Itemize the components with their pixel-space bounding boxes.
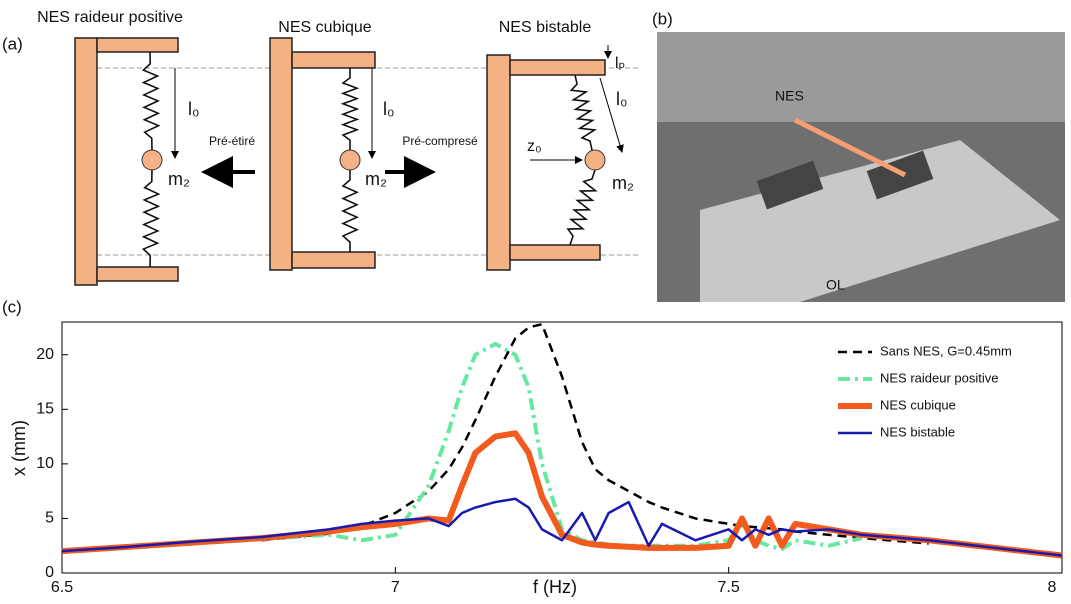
plate <box>509 59 606 76</box>
photo-label: OL <box>826 277 845 293</box>
plate-label: lₚ <box>615 55 625 72</box>
plate <box>96 37 179 53</box>
highlight <box>793 117 907 178</box>
y-tick-label: 5 <box>45 510 54 527</box>
y-tick-label: 10 <box>36 455 54 472</box>
arrow-label: Pré-étiré <box>209 134 255 148</box>
mass-label: m₂ <box>168 169 190 189</box>
y-axis-label: x (mm) <box>9 420 29 476</box>
y-tick-label: 15 <box>36 401 54 418</box>
panel-title: NES cubique <box>278 19 371 36</box>
y-tick-label: 0 <box>45 564 54 581</box>
legend-label: Sans NES, G=0.45mm <box>880 343 1012 358</box>
plate <box>96 266 179 282</box>
plate <box>509 244 601 261</box>
chart: 0 5 10 15 20 6.5 7 7.5 8 f (Hz) x (mm) Sans NES, G=… <box>9 321 1063 597</box>
panel-label: (a) <box>2 34 23 53</box>
x-tick-label: 7.5 <box>718 579 740 596</box>
frame <box>74 37 98 286</box>
legend-label: NES bistable <box>880 424 955 439</box>
series-line <box>61 497 1063 557</box>
panel-label: (c) <box>2 297 22 316</box>
plate <box>291 251 376 269</box>
spring <box>341 170 359 252</box>
x-axis-label: f (Hz) <box>533 577 577 597</box>
photo: (b) NES OL <box>652 9 1065 302</box>
photo-bg <box>657 32 1065 122</box>
y-tick-label: 20 <box>36 346 54 363</box>
plate-photo <box>700 140 1060 302</box>
series-line <box>61 430 1063 559</box>
photo-label: NES <box>775 88 804 104</box>
mass <box>584 149 606 171</box>
panel-title: NES bistable <box>499 19 592 36</box>
arrow-label: Pré-compresé <box>402 134 478 148</box>
series-line <box>261 322 929 545</box>
offset-label: z₀ <box>527 138 542 155</box>
legend-label: NES cubique <box>880 397 956 412</box>
panel-label: (b) <box>652 9 673 28</box>
length-label: l₀ <box>188 99 199 119</box>
spring <box>340 68 360 150</box>
spring <box>569 74 598 151</box>
x-tick-label: 8 <box>1048 579 1057 596</box>
spring <box>141 169 161 268</box>
diagram: (a) NES raideur positive NES cubique NES… <box>2 9 640 286</box>
frame <box>486 54 511 271</box>
plate <box>291 51 376 69</box>
mass-label: m₂ <box>612 173 634 193</box>
length-label: l₀ <box>383 99 394 119</box>
legend-label: NES raideur positive <box>880 370 999 385</box>
mass <box>339 149 361 171</box>
frame <box>269 37 293 271</box>
panel-title: NES raideur positive <box>37 9 183 26</box>
spring <box>566 169 598 246</box>
mass <box>141 149 163 171</box>
spring-photo <box>756 160 824 210</box>
spring <box>141 51 161 151</box>
dimension <box>599 77 624 153</box>
length-label: l₀ <box>616 89 627 109</box>
plot-frame <box>61 321 1063 574</box>
x-tick-label: 6.5 <box>51 579 73 596</box>
x-tick-label: 7 <box>391 579 400 596</box>
mass-label: m₂ <box>365 169 387 189</box>
